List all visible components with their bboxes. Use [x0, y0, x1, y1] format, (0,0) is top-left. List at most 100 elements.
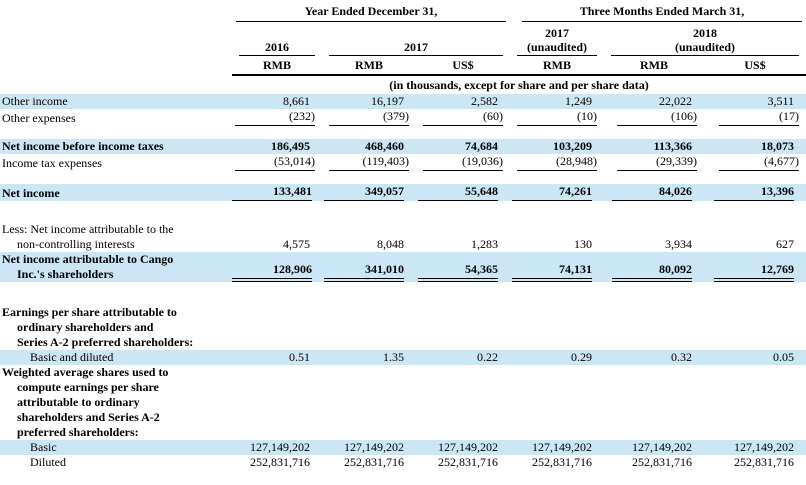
- cell-value: 627: [704, 222, 806, 252]
- row-label-line: Income tax expenses: [2, 156, 102, 170]
- col-2017: 2017: [322, 22, 510, 56]
- value-text: 252,831,716: [632, 455, 693, 469]
- row-label-line: Diluted: [30, 455, 66, 469]
- row-label: Income tax expenses: [0, 154, 232, 171]
- value-text: 74,131: [512, 262, 593, 282]
- col-2016: 2016: [232, 22, 322, 56]
- value-text: (10): [517, 109, 598, 126]
- value-text: 127,149,202: [344, 440, 404, 454]
- table-row: Basic 127,149,202 127,149,202 127,149,202 12…: [0, 440, 806, 455]
- row-label: Earnings per share attributable to ordina…: [0, 305, 232, 350]
- row-label-line: Other expenses: [2, 111, 76, 125]
- value-text: 252,831,716: [734, 455, 795, 469]
- cell-value: 252,831,716: [510, 455, 604, 470]
- row-label-line: Earnings per share attributable to: [2, 305, 177, 319]
- cell-value: [510, 305, 604, 350]
- row-label-line: preferred shareholders:: [17, 425, 139, 439]
- row-label-line: Basic and diluted: [30, 350, 114, 364]
- header-label-spacer: [0, 22, 232, 56]
- row-label: Other expenses: [0, 109, 232, 126]
- row-label-line: compute earnings per share: [17, 380, 159, 394]
- value-text: 349,057: [324, 184, 404, 201]
- row-label-line: Net income before income taxes: [2, 139, 164, 153]
- income-statement-table: Year Ended December 31, Three Months End…: [0, 4, 806, 470]
- value-text: (60): [423, 109, 504, 126]
- value-text: 127,149,202: [734, 440, 795, 454]
- value-text: 103,209: [553, 139, 593, 153]
- cell-value: (10): [510, 109, 604, 126]
- cell-value: 1,283: [416, 222, 510, 252]
- table-row: Other income 8,661 16,197 2,582 1,249 22,022 3…: [0, 94, 806, 109]
- unit-col-3: US$: [416, 56, 511, 76]
- value-text: 127,149,202: [250, 440, 310, 454]
- value-text: (119,403): [329, 154, 409, 171]
- row-label-line: Weighted average shares used to: [2, 365, 169, 379]
- cell-value: 3,511: [704, 94, 806, 109]
- cell-value: (53,014): [232, 154, 322, 171]
- row-label: Net income attributable to Cango Inc.'s s…: [0, 252, 232, 282]
- cell-value: [604, 365, 704, 440]
- cell-value: [416, 365, 510, 440]
- row-label-line: ordinary shareholders and: [17, 320, 154, 334]
- value-text: (17): [719, 109, 800, 126]
- cell-value: (379): [322, 109, 416, 126]
- header-caption-row: (in thousands, except for share and per …: [0, 75, 806, 94]
- value-text: 252,831,716: [344, 455, 404, 469]
- value-text: 3,934: [665, 237, 693, 251]
- value-text: 252,831,716: [532, 455, 593, 469]
- value-text: (19,036): [423, 154, 504, 171]
- cell-value: 80,092: [604, 252, 705, 282]
- table-row: Less: Net income attributable to the non-…: [0, 222, 806, 252]
- value-text: 130: [574, 237, 593, 251]
- header-year-row: 2016 2017 2017 (unaudited) 2018 (unaudit…: [0, 22, 806, 56]
- cell-value: 3,934: [604, 222, 704, 252]
- value-text: 22,022: [659, 94, 693, 108]
- cell-value: 252,831,716: [322, 455, 416, 470]
- cell-value: 127,149,202: [704, 440, 806, 455]
- cell-value: (4,677): [704, 154, 806, 171]
- value-text: 1,249: [565, 94, 593, 108]
- cell-value: [322, 365, 416, 440]
- row-label-line: shareholders and Series A-2: [17, 410, 160, 424]
- cell-value: 55,648: [416, 184, 511, 201]
- cell-value: 8,661: [232, 94, 322, 109]
- cell-value: [232, 365, 322, 440]
- col-2016-label: 2016: [239, 40, 315, 56]
- cell-value: [510, 365, 604, 440]
- value-text: (29,339): [617, 154, 698, 171]
- row-label: Less: Net income attributable to the non-…: [0, 222, 232, 252]
- value-text: 113,366: [653, 139, 693, 153]
- value-text: (4,677): [719, 154, 800, 171]
- value-text: 54,365: [418, 262, 499, 282]
- cell-value: 252,831,716: [704, 455, 806, 470]
- cell-value: 0.05: [704, 350, 806, 365]
- cell-value: 18,073: [704, 139, 806, 154]
- cell-value: (60): [416, 109, 510, 126]
- table-row: Earnings per share attributable to ordina…: [0, 305, 806, 350]
- value-text: 8,661: [283, 94, 310, 108]
- cell-value: 74,261: [510, 184, 605, 201]
- cell-value: 468,460: [322, 139, 416, 154]
- table-row: Net income attributable to Cango Inc.'s s…: [0, 252, 806, 282]
- cell-value: 13,396: [704, 184, 806, 201]
- cell-value: (106): [604, 109, 704, 126]
- value-text: 0.32: [671, 350, 693, 364]
- cell-value: 0.51: [232, 350, 322, 365]
- table-row: Diluted 252,831,716 252,831,716 252,831,716…: [0, 455, 806, 470]
- row-label: Basic: [0, 440, 232, 455]
- row-label-line: Other income: [2, 94, 68, 108]
- spacer-cell: [0, 171, 806, 184]
- cell-value: 74,684: [416, 139, 511, 154]
- cell-value: 133,481: [232, 184, 322, 201]
- spacer-row: [0, 282, 806, 305]
- spacer-row: [0, 201, 806, 222]
- spacer-row: [0, 171, 806, 184]
- value-text: 0.29: [571, 350, 593, 364]
- header-group-row: Year Ended December 31, Three Months End…: [0, 4, 806, 22]
- cell-value: 130: [510, 222, 604, 252]
- value-text: 8,048: [377, 237, 404, 251]
- table-row: Net income 133,481 349,057 55,648 74,261 84,0…: [0, 184, 806, 201]
- cell-value: [704, 365, 806, 440]
- cell-value: 127,149,202: [604, 440, 705, 455]
